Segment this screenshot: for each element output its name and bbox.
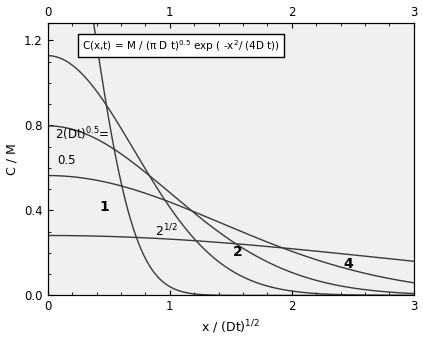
Text: 1: 1 xyxy=(99,200,109,214)
Text: $2^{1/2}$: $2^{1/2}$ xyxy=(155,222,178,239)
Y-axis label: C / M: C / M xyxy=(5,144,19,175)
Text: 4: 4 xyxy=(343,257,353,271)
Text: 2: 2 xyxy=(233,245,243,259)
X-axis label: x / (Dt)$^{1/2}$: x / (Dt)$^{1/2}$ xyxy=(201,319,260,337)
Text: 0.5: 0.5 xyxy=(58,154,76,167)
Text: C(x,t) = M / (π D t)$^{0.5}$ exp ( -x$^2$/ (4D t)): C(x,t) = M / (π D t)$^{0.5}$ exp ( -x$^2… xyxy=(82,38,280,54)
Text: 2(Dt)$^{0.5}$=: 2(Dt)$^{0.5}$= xyxy=(55,125,110,143)
